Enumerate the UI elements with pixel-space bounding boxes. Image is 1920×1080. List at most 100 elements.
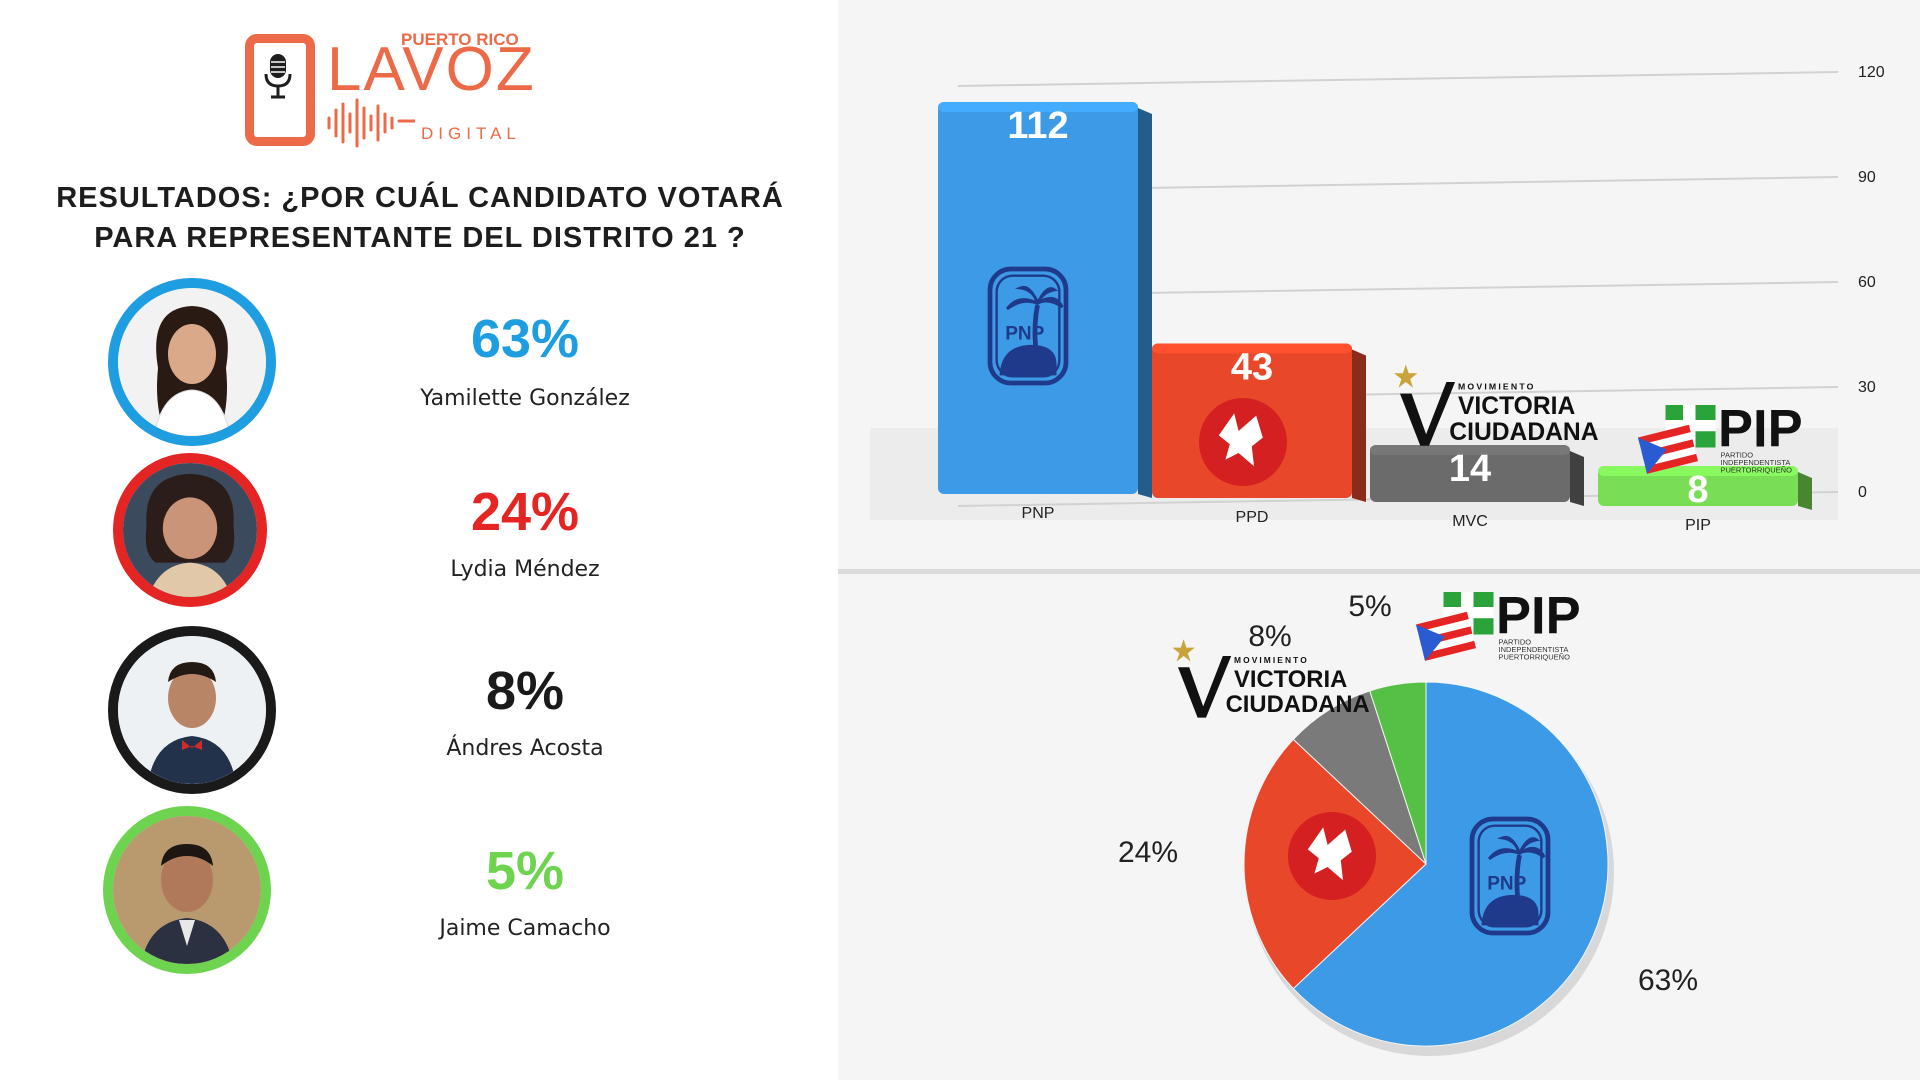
pnp-logo-frame	[987, 266, 1069, 386]
mvc-logo-star	[1394, 364, 1418, 388]
pnp-logo-palm-trunk	[1514, 854, 1522, 898]
bar-value-label: 112	[1007, 105, 1068, 147]
mvc-logo-star	[1172, 639, 1195, 662]
x-tick-label: PPD	[1236, 509, 1269, 526]
bar-group: 14 MVC	[1370, 445, 1584, 530]
bar	[1370, 445, 1570, 502]
candidate-name: Yamilette González	[420, 386, 630, 411]
bar-side	[1798, 472, 1812, 510]
bar-top	[938, 102, 1138, 112]
logo-lavoz: LAVOZ	[327, 35, 536, 104]
candidate-name: Jaime Camacho	[439, 916, 611, 941]
title-line-2: PARA REPRESENTANTE DEL DISTRITO 21 ?	[94, 222, 746, 254]
page-title: RESULTADOS: ¿POR CUÁL CANDIDATO VOTARÁ P…	[30, 178, 810, 258]
candidate-row-3: 8% Ándres Acosta	[0, 626, 838, 796]
pr-flag-triangle	[1638, 437, 1667, 474]
mvc-logo-line1: VICTORIA	[1234, 666, 1347, 693]
gridline	[957, 71, 1839, 87]
title-line-1: RESULTADOS: ¿POR CUÁL CANDIDATO VOTARÁ	[56, 182, 784, 214]
candidate-percent: 63%	[470, 309, 580, 369]
candidate-name: Lydia Méndez	[450, 557, 600, 582]
bar-side	[1570, 451, 1584, 506]
pie-label: 63%	[1638, 964, 1698, 997]
pnp-logo-text: PNP	[1487, 873, 1526, 894]
pnp-logo-icon: PNP	[1469, 816, 1551, 936]
pnp-logo-text: PNP	[1005, 323, 1044, 344]
x-tick-label: MVC	[1452, 513, 1488, 530]
candidate-percent: 24%	[470, 482, 580, 542]
bar-value-label: 8	[1687, 469, 1708, 511]
pnp-logo-island	[999, 344, 1057, 376]
pie-label: 24%	[1118, 836, 1178, 869]
x-tick-label: PIP	[1685, 517, 1711, 534]
bar-side	[1138, 108, 1152, 498]
pie-slice	[1292, 690, 1427, 865]
x-tick-label: PNP	[1022, 505, 1055, 522]
pr-flag-stripe	[1645, 453, 1699, 474]
bar-side	[1352, 349, 1366, 502]
right-panel: 0 30 60 90 120 112 PNP 43 PPD 14 MVC 8 PIP PNP MOVIMIE…	[838, 0, 1920, 1080]
pip-logo-subtext: PUERTORRIQUEÑO	[1721, 466, 1793, 475]
ppd-logo-icon	[1199, 398, 1287, 486]
pip-logo-text: PIP	[1496, 586, 1581, 645]
pnp-logo-palm-trunk	[1032, 304, 1040, 348]
pnp-logo-inner	[995, 274, 1061, 378]
bar-top	[1152, 343, 1352, 354]
pip-logo-subtext: INDEPENDENTISTA	[1721, 458, 1791, 467]
candidate-percent: 5%	[485, 841, 565, 901]
microphone-icon	[264, 54, 292, 99]
pnp-logo-island	[1481, 894, 1539, 926]
bar-group: 8 PIP	[1598, 466, 1812, 534]
pie-chart: 63% 24% 8% 5% PNP MOVIMIENTOVICTORIACIUDADANA…	[1118, 586, 1698, 1056]
pnp-logo-icon: PNP	[987, 266, 1069, 386]
y-tick-label: 0	[1858, 484, 1867, 501]
bar-value-label: 43	[1231, 347, 1273, 389]
pr-flag-icon	[1638, 424, 1699, 474]
pnp-logo-palm-leaves	[1005, 285, 1064, 311]
bar-value-label: 14	[1449, 448, 1491, 490]
candidate-row-1: 63% Yamilette González	[0, 278, 838, 448]
candidate-row-2: 24% Lydia Méndez	[0, 453, 838, 623]
avatar	[103, 806, 271, 974]
avatar	[108, 626, 276, 794]
divider	[838, 569, 1920, 574]
pnp-logo-frame	[1469, 816, 1551, 936]
pr-flag-icon	[1416, 611, 1477, 661]
mvc-logo-v	[1400, 382, 1456, 446]
y-tick-label: 30	[1858, 379, 1876, 396]
soundwave-icon	[327, 98, 415, 148]
person-photo-icon	[118, 288, 266, 436]
y-tick-label: 90	[1858, 169, 1876, 186]
ppd-logo-silhouette	[1218, 413, 1263, 467]
bar-group: 112 PNP	[938, 102, 1152, 522]
pip-logo-subtext: PARTIDO	[1499, 638, 1532, 647]
person-photo-icon	[123, 463, 257, 597]
pip-logo-cross-h	[1443, 607, 1494, 619]
pie-label: 5%	[1348, 590, 1391, 623]
pr-flag-stripe	[1416, 611, 1469, 632]
mvc-logo-line1: VICTORIA	[1458, 393, 1575, 420]
mvc-logo-small-text: MOVIMIENTO	[1458, 381, 1536, 391]
ppd-logo-icon	[1288, 812, 1376, 900]
pie-slice	[1369, 681, 1427, 865]
avatar	[113, 453, 267, 607]
y-tick-label: 60	[1858, 274, 1876, 291]
logo-puerto-rico: PUERTO RICO	[401, 30, 519, 49]
pip-logo-subtext: PARTIDO	[1721, 451, 1754, 460]
candidate-name: Ándres Acosta	[446, 736, 604, 761]
pip-logo-subtext: PUERTORRIQUEÑO	[1499, 653, 1571, 662]
bar-top	[1370, 445, 1570, 455]
ppd-logo-silhouette	[1307, 827, 1352, 881]
la-voz-logo: PUERTO RICO LAVOZ DIGITAL	[243, 30, 543, 155]
avatar	[108, 278, 276, 446]
mvc-logo-small-text: MOVIMIENTO	[1234, 655, 1309, 665]
mvc-logo-line2: CIUDADANA	[1226, 691, 1370, 718]
bar	[938, 102, 1138, 494]
person-photo-icon	[118, 636, 266, 784]
pie-label: 8%	[1248, 620, 1291, 653]
pip-logo-text: PIP	[1718, 399, 1803, 458]
